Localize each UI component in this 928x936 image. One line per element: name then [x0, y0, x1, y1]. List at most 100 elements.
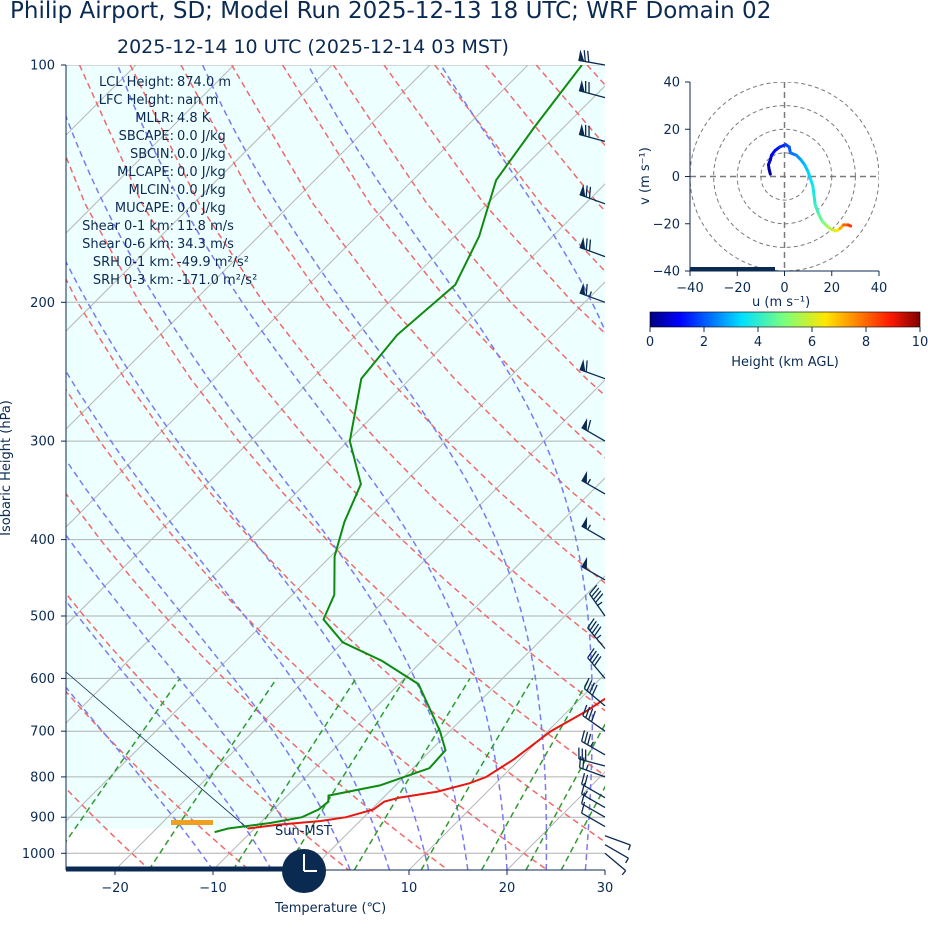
isotherm	[66, 65, 529, 528]
param-label: SBCIN:	[130, 147, 174, 162]
wind-barb	[579, 237, 606, 258]
hodograph-x-label: u (m s⁻¹)	[752, 295, 810, 310]
param-label: MLCIN:	[129, 183, 174, 198]
dry-adiabat	[66, 592, 350, 870]
dry-adiabat	[66, 277, 605, 843]
isotherm	[604, 869, 605, 870]
colorbar-tick-label: 0	[646, 335, 654, 350]
param-value: -49.9 m²/s²	[177, 255, 249, 270]
x-axis-label: Temperature (℃)	[274, 901, 386, 916]
moist-adiabat	[201, 65, 548, 870]
y-tick-label: 200	[30, 296, 55, 311]
x-tick-label: 20	[499, 881, 516, 896]
wind-barb	[580, 801, 606, 828]
hodograph-segment	[846, 223, 853, 228]
wind-barb	[580, 792, 606, 818]
param-label: MLLR:	[135, 111, 174, 126]
mixing-ratio-line	[480, 678, 590, 870]
isotherm	[114, 379, 605, 870]
sun-label: Sun-MST	[275, 824, 332, 839]
wind-barb	[581, 516, 606, 541]
moist-adiabat	[307, 65, 594, 870]
isotherm	[66, 65, 235, 234]
wind-barb	[579, 184, 606, 205]
isotherm	[66, 65, 333, 332]
lcl-marker	[171, 820, 213, 825]
dry-adiabat	[66, 388, 548, 870]
param-label: Shear 0-1 km:	[82, 219, 174, 234]
param-label: MLCAPE:	[117, 165, 174, 180]
isotherm	[212, 477, 605, 870]
moist-adiabat	[66, 686, 214, 870]
dry-adiabat	[281, 65, 605, 459]
parcel-path	[66, 671, 248, 829]
moist-adiabat	[116, 65, 508, 870]
dry-adiabat	[66, 787, 151, 870]
wind-barb	[582, 704, 606, 732]
dry-adiabat	[231, 65, 605, 521]
dry-adiabat	[66, 690, 250, 870]
x-tick-label: −10	[199, 881, 226, 896]
wind-barb	[580, 730, 606, 756]
hodograph-y-tick-label: 40	[663, 76, 680, 91]
param-label: SRH 0-1 km:	[93, 255, 174, 270]
wind-barb	[604, 852, 627, 876]
wind-barb	[579, 282, 606, 303]
mixing-ratio-line	[560, 785, 605, 870]
moist-adiabat	[66, 114, 469, 870]
skew-t-plot: −20−100102030 10020030040050060070080090…	[22, 49, 928, 896]
dry-adiabat	[638, 65, 928, 870]
colorbar-tick-label: 2	[700, 335, 708, 350]
isotherm	[66, 65, 431, 430]
param-label: Shear 0-6 km:	[82, 237, 174, 252]
clock-icon	[282, 849, 326, 893]
colorbar-tick-label: 4	[754, 335, 762, 350]
param-label: LCL Height:	[99, 75, 174, 90]
ground-marker: Sun-MST	[66, 820, 332, 893]
mixing-ratio-line	[420, 678, 534, 870]
hodograph-segment	[812, 193, 817, 207]
param-label: SBCAPE:	[119, 129, 174, 144]
wind-barb	[581, 418, 606, 442]
y-tick-label: 500	[30, 609, 55, 624]
moist-adiabat	[66, 533, 312, 870]
y-axis-label: Isobaric Height (hPa)	[0, 400, 14, 536]
mixing-ratio-line	[148, 677, 278, 870]
moist-adiabat	[606, 65, 720, 870]
x-tick-label: 10	[401, 881, 418, 896]
hodograph-x-tick-label: 40	[871, 281, 888, 296]
param-label: MUCAPE:	[115, 201, 174, 216]
param-value: 0.0 J/kg	[177, 183, 226, 198]
dry-adiabat	[180, 65, 605, 584]
hodograph-x-tick-label: −40	[676, 281, 703, 296]
wind-barb	[578, 49, 606, 66]
wind-barb	[588, 584, 606, 617]
param-value: -171.0 m²/s²	[177, 273, 257, 288]
hodograph-x-tick-label: 0	[780, 281, 788, 296]
param-value: 0.0 J/kg	[177, 201, 226, 216]
hodograph-y-tick-label: −40	[653, 265, 680, 280]
y-tick-label: 700	[30, 725, 55, 740]
y-tick-label: 1000	[22, 847, 55, 862]
isotherm	[66, 183, 605, 724]
dry-adiabat	[66, 492, 449, 870]
y-tick-label: 600	[30, 672, 55, 687]
moist-adiabat	[66, 458, 351, 870]
dry-adiabat	[78, 65, 605, 712]
hodograph-y-tick-label: 20	[663, 123, 680, 138]
mixing-ratio-line	[232, 677, 357, 870]
y-tick-label: 300	[30, 435, 55, 450]
hodograph-segment	[813, 203, 821, 216]
wind-barb	[578, 80, 606, 99]
param-value: 0.0 J/kg	[177, 129, 226, 144]
isotherm	[703, 65, 928, 870]
wind-barb	[581, 470, 606, 495]
param-label: SRH 0-3 km:	[93, 273, 174, 288]
isotherm	[66, 85, 605, 626]
hodograph-x-tick-label: −20	[724, 281, 751, 296]
hodograph: −40 −20 0 20 40 −40 −20 0 20 40 u (m s⁻¹) v (m s⁻…	[638, 76, 887, 311]
colorbar-tick-label: 10	[912, 335, 928, 350]
y-tick-label: 900	[30, 811, 55, 826]
